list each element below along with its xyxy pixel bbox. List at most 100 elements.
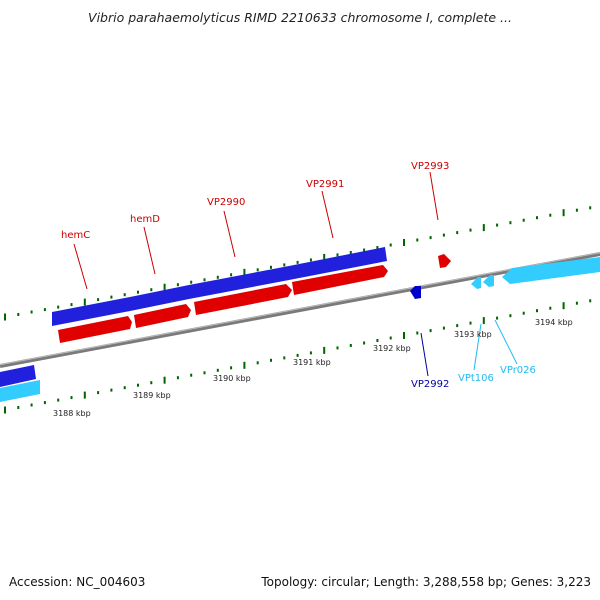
minor-tick (216, 368, 219, 372)
minor-tick (296, 353, 299, 357)
rna-arrow-VPt106[interactable] (471, 277, 481, 289)
major-tick (323, 346, 326, 354)
minor-tick (336, 346, 339, 350)
minor-tick (389, 336, 392, 340)
minor-tick (349, 251, 352, 254)
minor-tick (549, 213, 552, 217)
gene-label-hemD[interactable]: hemD (130, 214, 160, 225)
minor-tick (283, 263, 286, 267)
minor-tick (363, 341, 366, 345)
minor-tick (456, 324, 459, 328)
minor-tick (30, 403, 33, 407)
gene-arrow-VP2990[interactable] (194, 284, 292, 315)
minor-tick (309, 351, 312, 355)
gene-label-VP2992[interactable]: VP2992 (411, 379, 449, 390)
gene-label-VP2991[interactable]: VP2991 (306, 179, 344, 190)
minor-tick (442, 326, 445, 330)
minor-tick (429, 329, 432, 333)
rna-arrow-VPr026-b[interactable] (502, 257, 600, 284)
minor-tick (363, 248, 366, 252)
minor-tick (469, 228, 472, 232)
minor-tick (176, 376, 179, 380)
major-tick (403, 239, 405, 246)
major-tick (163, 283, 166, 291)
gene-track (58, 254, 451, 343)
cds-block-left-edge[interactable] (0, 365, 36, 387)
scale-label: 3192 kbp (373, 344, 411, 353)
minor-tick (176, 283, 179, 287)
major-tick (482, 224, 485, 232)
minor-tick (97, 391, 100, 395)
major-tick (243, 268, 246, 276)
minor-tick (57, 305, 60, 309)
minor-tick (429, 236, 432, 240)
cds-block-VP2991[interactable] (289, 247, 387, 280)
minor-tick (296, 260, 299, 264)
minor-tick (522, 311, 525, 315)
upper-tick-row (4, 206, 592, 321)
major-tick (83, 391, 86, 399)
minor-tick (376, 339, 379, 342)
genome-axis (0, 252, 600, 368)
minor-tick (536, 216, 538, 220)
minor-tick (43, 401, 46, 405)
minor-tick (309, 258, 312, 262)
minor-tick (123, 293, 126, 297)
minor-tick (17, 313, 20, 316)
major-tick (83, 298, 86, 306)
scale-label: 3188 kbp (53, 409, 91, 418)
minor-tick (416, 238, 419, 242)
minor-tick (349, 344, 352, 347)
gene-label-hemC[interactable]: hemC (61, 230, 90, 241)
minor-tick (589, 206, 592, 210)
minor-tick (150, 288, 153, 292)
gene-labels: hemC hemD VP2990 VP2991 VP2993 VP2992 VP… (61, 161, 536, 390)
minor-tick (336, 253, 339, 257)
minor-tick (416, 331, 419, 335)
gene-label-VP2993[interactable]: VP2993 (411, 161, 449, 172)
gene-arrow-VP2993[interactable] (438, 254, 451, 268)
cds-block-hemC[interactable] (52, 297, 130, 326)
minor-tick (270, 265, 272, 269)
scale-label: 3191 kbp (293, 358, 331, 367)
rna-arrow-VPr026-a[interactable] (483, 275, 494, 287)
scale-labels: 3188 kbp 3189 kbp 3190 kbp 3191 kbp 3192… (53, 318, 573, 418)
map-title: Vibrio parahaemolyticus RIMD 2210633 chr… (88, 10, 512, 25)
gene-label-VP2990[interactable]: VP2990 (207, 197, 245, 208)
minor-tick (496, 223, 499, 227)
minor-tick (575, 301, 578, 305)
minor-tick (283, 356, 286, 360)
minor-tick (70, 396, 73, 400)
gene-label-VPt106[interactable]: VPt106 (458, 373, 494, 384)
minor-tick (57, 398, 60, 402)
minor-tick (17, 406, 20, 409)
minor-tick (270, 358, 272, 362)
gene-arrow-VP2991[interactable] (292, 265, 388, 295)
major-tick (4, 406, 6, 414)
minor-tick (110, 388, 113, 392)
gene-arrow-hemD[interactable] (134, 304, 191, 328)
lower-tick-row (4, 299, 592, 414)
cds-block-hemD[interactable] (130, 285, 189, 311)
minor-tick (230, 273, 233, 277)
minor-tick (575, 208, 578, 212)
gene-label-VPr026[interactable]: VPr026 (500, 365, 536, 376)
minor-tick (150, 381, 153, 385)
minor-tick (256, 268, 259, 272)
minor-tick (376, 246, 379, 249)
gene-arrow-hemC[interactable] (58, 316, 132, 343)
minor-tick (549, 306, 552, 310)
minor-tick (137, 290, 139, 294)
minor-tick (536, 309, 538, 313)
rna-block-left-edge[interactable] (0, 380, 40, 402)
genome-axis-highlight (0, 252, 600, 366)
cds-block-VP2990[interactable] (189, 266, 289, 299)
scale-label: 3189 kbp (133, 391, 171, 400)
gene-arrow-VP2992[interactable] (410, 286, 421, 299)
minor-tick (442, 233, 445, 237)
minor-tick (70, 303, 73, 307)
minor-tick (123, 386, 126, 390)
minor-tick (509, 314, 512, 318)
